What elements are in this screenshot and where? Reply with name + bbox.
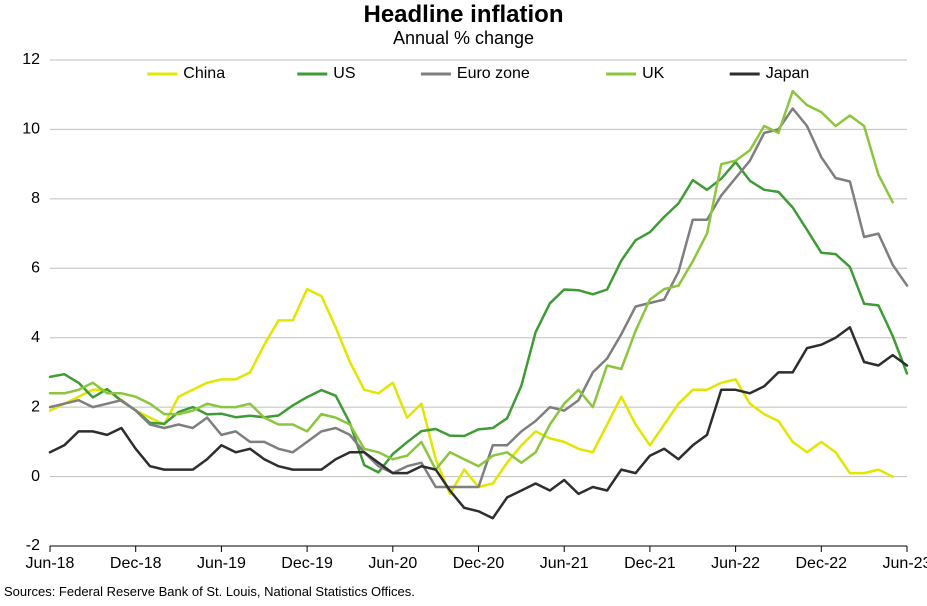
y-tick-label: 6 bbox=[31, 260, 40, 277]
chart-title: Headline inflation bbox=[363, 1, 563, 28]
x-tick-label: Jun-23 bbox=[883, 555, 927, 572]
y-tick-label: 8 bbox=[31, 190, 40, 207]
legend-label: China bbox=[183, 65, 225, 82]
y-tick-label: 4 bbox=[31, 329, 40, 346]
legend-label: UK bbox=[642, 65, 665, 82]
inflation-chart: -2 0 2 4 6 8 10 12 Jun-18 Dec-18 Jun-19 Dec-19 Jun-2… bbox=[0, 0, 927, 606]
x-tick-label: Dec-20 bbox=[453, 555, 505, 572]
y-tick-label: 12 bbox=[22, 51, 40, 68]
x-tick-label: Jun-22 bbox=[711, 555, 760, 572]
legend-label: Euro zone bbox=[457, 65, 530, 82]
chart-subtitle: Annual % change bbox=[393, 28, 534, 48]
source-text: Sources: Federal Reserve Bank of St. Lou… bbox=[4, 584, 415, 599]
x-tick-label: Jun-18 bbox=[26, 555, 75, 572]
x-tick-label: Jun-21 bbox=[540, 555, 589, 572]
x-tick-label: Dec-21 bbox=[624, 555, 676, 572]
legend-label: US bbox=[333, 65, 355, 82]
y-tick-label: -2 bbox=[26, 537, 40, 554]
y-tick-label: 0 bbox=[31, 468, 40, 485]
x-tick-label: Jun-19 bbox=[197, 555, 246, 572]
legend-label: Japan bbox=[766, 65, 810, 82]
x-tick-label: Jun-20 bbox=[368, 555, 417, 572]
x-tick-label: Dec-18 bbox=[110, 555, 162, 572]
y-tick-label: 2 bbox=[31, 398, 40, 415]
x-tick-label: Dec-22 bbox=[796, 555, 848, 572]
x-tick-label: Dec-19 bbox=[281, 555, 333, 572]
y-tick-label: 10 bbox=[22, 121, 40, 138]
